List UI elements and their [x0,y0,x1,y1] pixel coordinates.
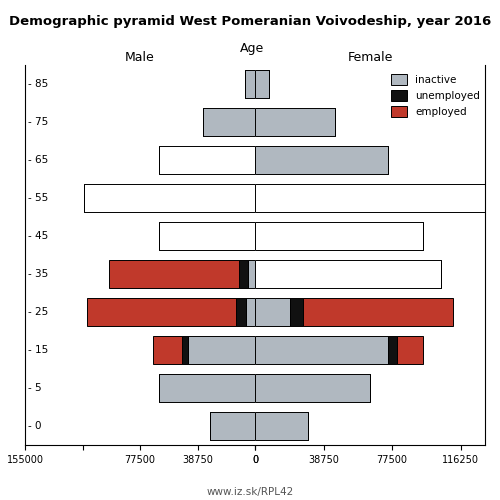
Bar [244,70,255,98]
Bar [255,222,423,250]
Bar [255,184,485,212]
Bar [158,374,255,402]
Bar [248,260,255,288]
Text: - 5: - 5 [28,383,42,393]
Bar [255,336,388,364]
Bar [188,336,255,364]
Text: - 35: - 35 [28,269,48,279]
Bar [255,108,334,136]
Text: - 65: - 65 [28,155,48,165]
Text: - 55: - 55 [28,193,48,203]
Title: Male: Male [125,51,155,64]
Text: www.iz.sk/RPL42: www.iz.sk/RPL42 [206,487,294,497]
Bar [152,336,182,364]
Bar [303,298,453,326]
Text: - 0: - 0 [28,421,42,431]
Bar [255,374,370,402]
Legend: inactive, unemployed, employed: inactive, unemployed, employed [387,70,484,122]
Bar [210,412,255,440]
Bar [290,298,303,326]
Bar [255,412,308,440]
Bar [158,146,255,174]
Text: - 85: - 85 [28,79,48,89]
Text: Demographic pyramid West Pomeranian Voivodeship, year 2016: Demographic pyramid West Pomeranian Voiv… [9,15,491,28]
Bar [388,336,396,364]
Text: - 75: - 75 [28,117,48,127]
Title: Female: Female [348,51,393,64]
Text: - 15: - 15 [28,345,48,355]
Bar [255,298,290,326]
Text: - 25: - 25 [28,307,48,317]
Bar [255,146,388,174]
Bar [88,298,236,326]
Bar [203,108,255,136]
Bar [396,336,423,364]
Bar [255,260,441,288]
Bar [236,298,246,326]
Text: - 45: - 45 [28,231,48,241]
Bar [246,298,255,326]
Bar [84,184,255,212]
Bar [182,336,188,364]
Bar [240,260,248,288]
Bar [255,70,269,98]
Text: Age: Age [240,42,264,55]
Bar [109,260,240,288]
Bar [158,222,255,250]
